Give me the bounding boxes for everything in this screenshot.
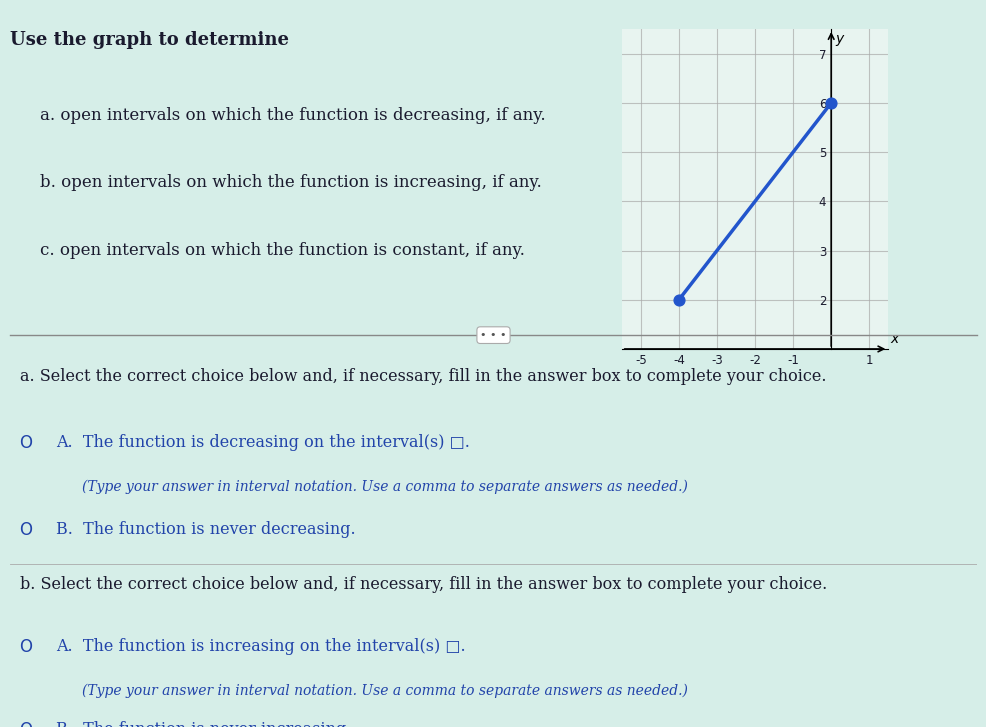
Text: a. Select the correct choice below and, if necessary, fill in the answer box to : a. Select the correct choice below and, … — [20, 368, 825, 385]
Text: • • •: • • • — [480, 330, 506, 340]
Text: B.  The function is never decreasing.: B. The function is never decreasing. — [56, 521, 356, 538]
Text: O: O — [20, 521, 33, 539]
Text: (Type your answer in interval notation. Use a comma to separate answers as neede: (Type your answer in interval notation. … — [82, 479, 687, 494]
Text: x: x — [889, 332, 897, 347]
Text: O: O — [20, 638, 33, 656]
Text: b. open intervals on which the function is increasing, if any.: b. open intervals on which the function … — [40, 174, 541, 191]
Text: c. open intervals on which the function is constant, if any.: c. open intervals on which the function … — [40, 241, 525, 259]
Text: a. open intervals on which the function is decreasing, if any.: a. open intervals on which the function … — [40, 108, 545, 124]
Text: O: O — [20, 434, 33, 452]
Text: O: O — [20, 721, 33, 727]
Text: (Type your answer in interval notation. Use a comma to separate answers as neede: (Type your answer in interval notation. … — [82, 683, 687, 698]
Text: b. Select the correct choice below and, if necessary, fill in the answer box to : b. Select the correct choice below and, … — [20, 576, 826, 593]
Text: A.  The function is decreasing on the interval(s) □.: A. The function is decreasing on the int… — [56, 434, 469, 451]
Text: B.  The function is never increasing.: B. The function is never increasing. — [56, 721, 351, 727]
Point — [670, 294, 686, 305]
Text: Use the graph to determine: Use the graph to determine — [10, 31, 289, 49]
Text: A.  The function is increasing on the interval(s) □.: A. The function is increasing on the int… — [56, 638, 465, 655]
Point — [822, 97, 838, 109]
Text: y: y — [834, 31, 842, 46]
